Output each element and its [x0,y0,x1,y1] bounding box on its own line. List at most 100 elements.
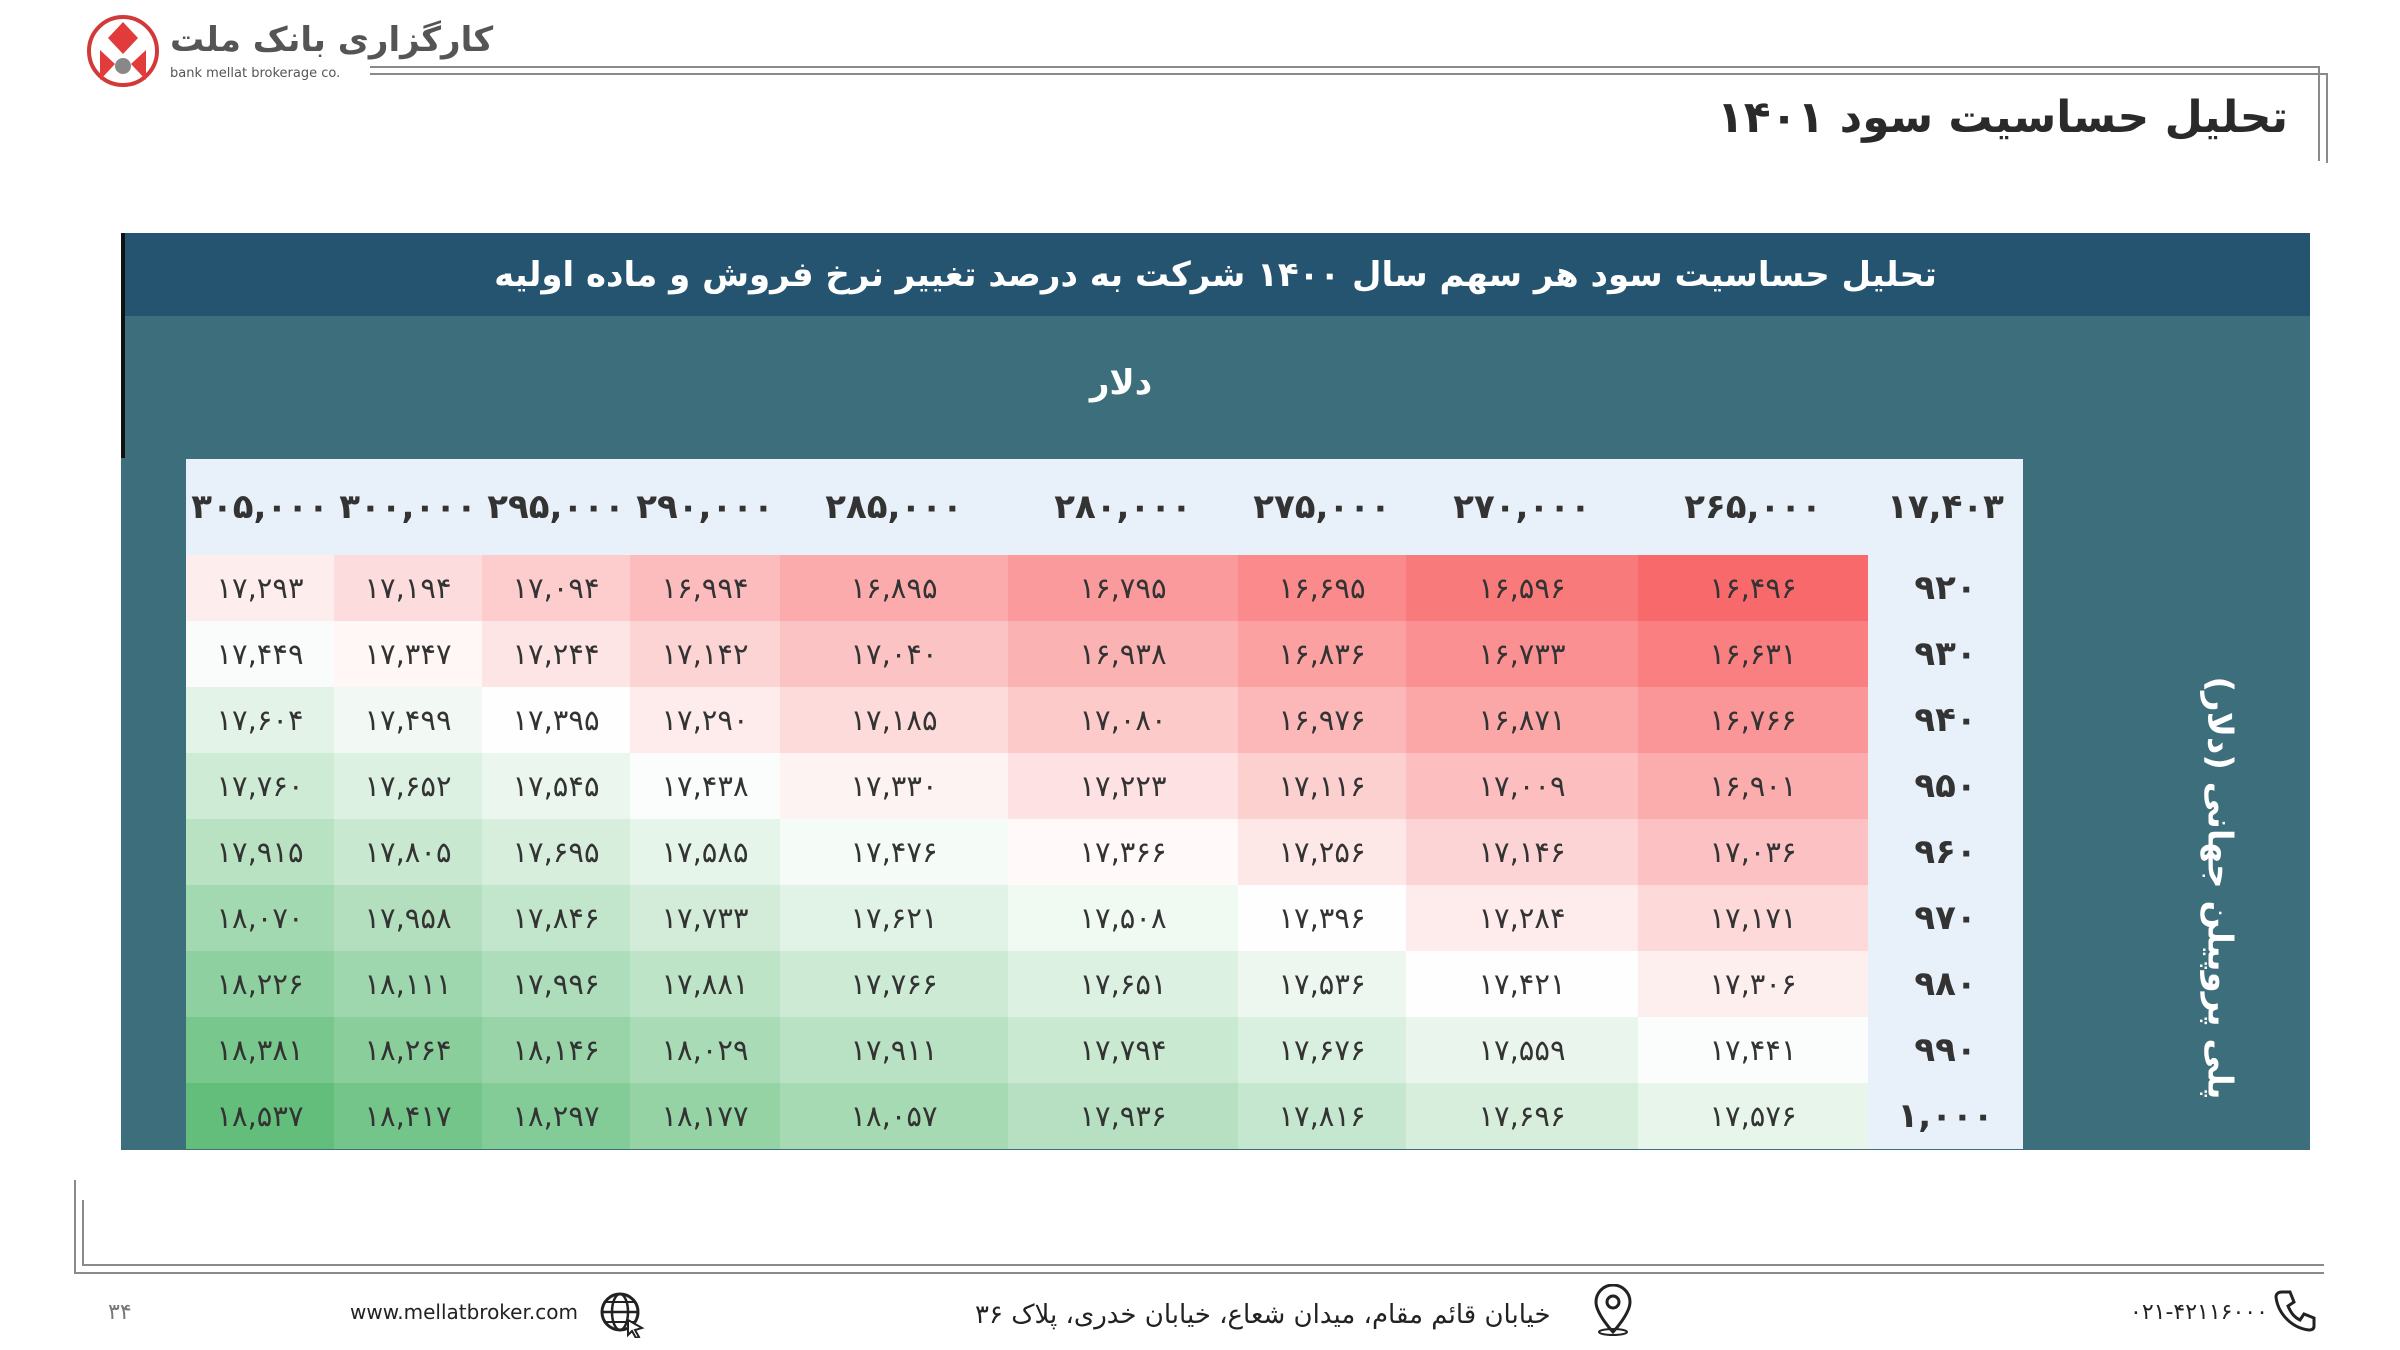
column-axis-label: دلار [1089,363,1153,403]
top-rule-2 [370,73,2327,75]
table-cell: ۱۷,۸۸۱ [630,951,780,1017]
table-cell: ۱۷,۳۳۰ [780,753,1008,819]
website-link[interactable]: www.mellatbroker.com [350,1300,578,1324]
phone-number: ۰۲۱-۴۲۱۱۶۰۰۰ [2130,1300,2268,1325]
row-header: ۹۷۰ [1868,885,2023,951]
table-cell: ۱۶,۴۹۶ [1638,555,1868,621]
table-cell: ۱۸,۱۴۶ [482,1017,630,1083]
table-cell: ۱۷,۱۴۶ [1406,819,1638,885]
column-header: ۳۰۰,۰۰۰ [334,459,482,555]
row-header: ۹۸۰ [1868,951,2023,1017]
column-header: ۲۸۵,۰۰۰ [780,459,1008,555]
table-cell: ۱۷,۴۹۹ [334,687,482,753]
table-cell: ۱۷,۱۹۴ [334,555,482,621]
table-cell: ۱۶,۸۷۱ [1406,687,1638,753]
row-header: ۹۳۰ [1868,621,2023,687]
table-cell: ۱۷,۴۴۱ [1638,1017,1868,1083]
table-cell: ۱۷,۰۰۹ [1406,753,1638,819]
table-cell: ۱۸,۲۹۷ [482,1083,630,1149]
left-rule-2 [82,1200,84,1266]
corner-cell: ۱۷,۴۰۳ [1868,459,2023,555]
table-cell: ۱۷,۲۹۰ [630,687,780,753]
row-axis-label: پلی پروپیلن جهانی (دلار) [2200,676,2240,1100]
table-cell: ۱۶,۹۰۱ [1638,753,1868,819]
table-cell: ۱۷,۶۵۱ [1008,951,1238,1017]
bottom-rule [74,1272,2324,1274]
table-cell: ۱۷,۱۷۱ [1638,885,1868,951]
table-cell: ۱۷,۵۰۸ [1008,885,1238,951]
row-header: ۹۶۰ [1868,819,2023,885]
table-title: تحلیل حساسیت سود هر سهم سال ۱۴۰۰ شرکت به… [121,233,2310,316]
table-cell: ۱۷,۰۹۴ [482,555,630,621]
row-header: ۹۵۰ [1868,753,2023,819]
address-text: خیابان قائم مقام، میدان شعاع، خیابان خدر… [975,1300,1551,1330]
table-cell: ۱۷,۵۳۶ [1238,951,1406,1017]
logo-persian-text: کارگزاری بانک ملت [170,20,494,60]
row-header: ۹۲۰ [1868,555,2023,621]
table-cell: ۱۷,۶۰۴ [186,687,334,753]
right-rule-2 [2326,73,2328,163]
table-cell: ۱۷,۸۱۶ [1238,1083,1406,1149]
table-cell: ۱۸,۲۲۶ [186,951,334,1017]
table-cell: ۱۷,۲۴۴ [482,621,630,687]
column-header: ۲۷۵,۰۰۰ [1238,459,1406,555]
table-cell: ۱۷,۳۹۶ [1238,885,1406,951]
table-cell: ۱۶,۹۹۴ [630,555,780,621]
table-cell: ۱۶,۸۳۶ [1238,621,1406,687]
column-header: ۳۰۵,۰۰۰ [186,459,334,555]
table-cell: ۱۷,۷۶۰ [186,753,334,819]
table-cell: ۱۷,۳۴۷ [334,621,482,687]
table-cell: ۱۷,۵۷۶ [1638,1083,1868,1149]
table-cell: ۱۸,۰۷۰ [186,885,334,951]
brand-logo: کارگزاری بانک ملت bank mellat brokerage … [86,14,493,94]
table-cell: ۱۶,۶۳۱ [1638,621,1868,687]
table-cell: ۱۷,۷۹۴ [1008,1017,1238,1083]
table-cell: ۱۷,۳۹۵ [482,687,630,753]
table-cell: ۱۷,۰۳۶ [1638,819,1868,885]
column-header: ۲۸۰,۰۰۰ [1008,459,1238,555]
table-cell: ۱۷,۷۳۳ [630,885,780,951]
column-header: ۲۹۵,۰۰۰ [482,459,630,555]
table-cell: ۱۶,۸۹۵ [780,555,1008,621]
table-cell: ۱۷,۱۸۵ [780,687,1008,753]
table-cell: ۱۷,۶۹۵ [482,819,630,885]
column-header: ۲۷۰,۰۰۰ [1406,459,1638,555]
table-cell: ۱۶,۷۹۵ [1008,555,1238,621]
table-cell: ۱۷,۹۹۶ [482,951,630,1017]
table-cell: ۱۷,۶۲۱ [780,885,1008,951]
table-cell: ۱۷,۲۵۶ [1238,819,1406,885]
table-cell: ۱۷,۴۷۶ [780,819,1008,885]
table-cell: ۱۷,۳۰۶ [1638,951,1868,1017]
table-cell: ۱۸,۰۵۷ [780,1083,1008,1149]
table-cell: ۱۶,۷۳۳ [1406,621,1638,687]
table-cell: ۱۷,۲۲۳ [1008,753,1238,819]
table-cell: ۱۷,۲۹۳ [186,555,334,621]
table-cell: ۱۷,۵۴۵ [482,753,630,819]
globe-icon [600,1292,645,1338]
table-cell: ۱۷,۸۴۶ [482,885,630,951]
sensitivity-grid: ۱۷,۴۰۳ ۲۶۵,۰۰۰ ۲۷۰,۰۰۰ ۲۷۵,۰۰۰ ۲۸۰,۰۰۰ ۲۸۵,۰۰… [123,459,2023,1149]
table-cell: ۱۷,۴۴۹ [186,621,334,687]
table-cell: ۱۸,۰۲۹ [630,1017,780,1083]
table-cell: ۱۸,۵۳۷ [186,1083,334,1149]
panel-left-edge [121,233,125,458]
table-cell: ۱۷,۰۴۰ [780,621,1008,687]
top-rule [370,66,2320,68]
table-cell: ۱۶,۶۹۵ [1238,555,1406,621]
table-cell: ۱۷,۳۶۶ [1008,819,1238,885]
page-title: تحلیل حساسیت سود ۱۴۰۱ [1716,92,2288,143]
table-cell: ۱۷,۱۱۶ [1238,753,1406,819]
table-cell: ۱۸,۱۱۱ [334,951,482,1017]
table-cell: ۱۷,۴۲۱ [1406,951,1638,1017]
table-cell: ۱۷,۶۹۶ [1406,1083,1638,1149]
column-header: ۲۹۰,۰۰۰ [630,459,780,555]
table-cell: ۱۷,۲۸۴ [1406,885,1638,951]
table-cell: ۱۶,۹۳۸ [1008,621,1238,687]
left-rule [74,1180,76,1274]
table-cell: ۱۸,۲۶۴ [334,1017,482,1083]
logo-english-text: bank mellat brokerage co. [170,66,341,81]
table-cell: ۱۶,۹۷۶ [1238,687,1406,753]
table-cell: ۱۷,۹۳۶ [1008,1083,1238,1149]
row-header: ۹۹۰ [1868,1017,2023,1083]
table-cell: ۱۷,۵۸۵ [630,819,780,885]
